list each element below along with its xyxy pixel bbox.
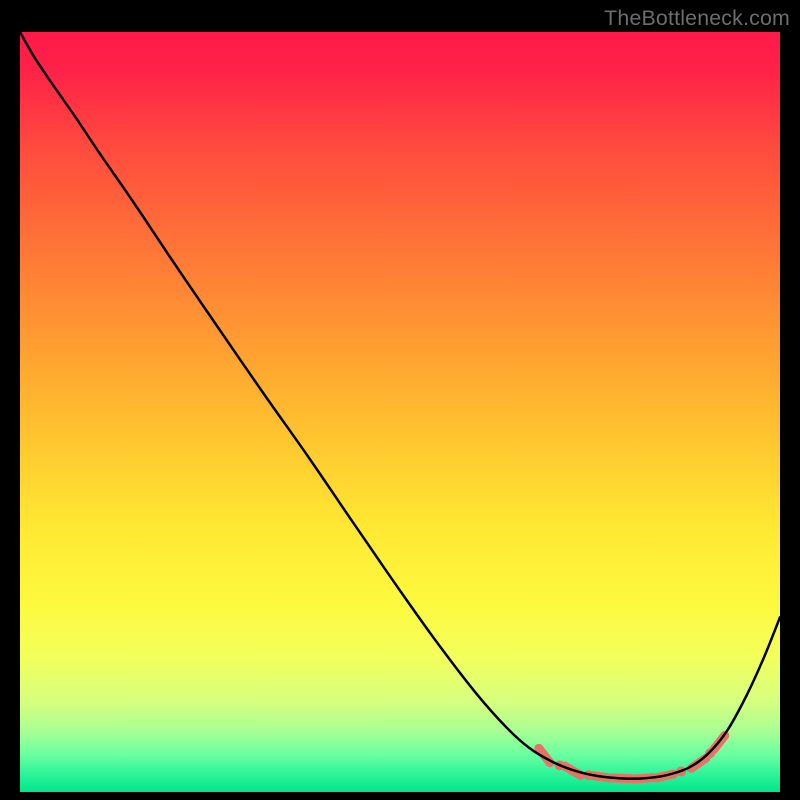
gradient-background [20, 32, 780, 792]
chart-frame: TheBottleneck.com [0, 0, 800, 800]
plot-area [20, 32, 780, 792]
chart-svg [20, 32, 780, 792]
watermark-text: TheBottleneck.com [604, 6, 790, 31]
